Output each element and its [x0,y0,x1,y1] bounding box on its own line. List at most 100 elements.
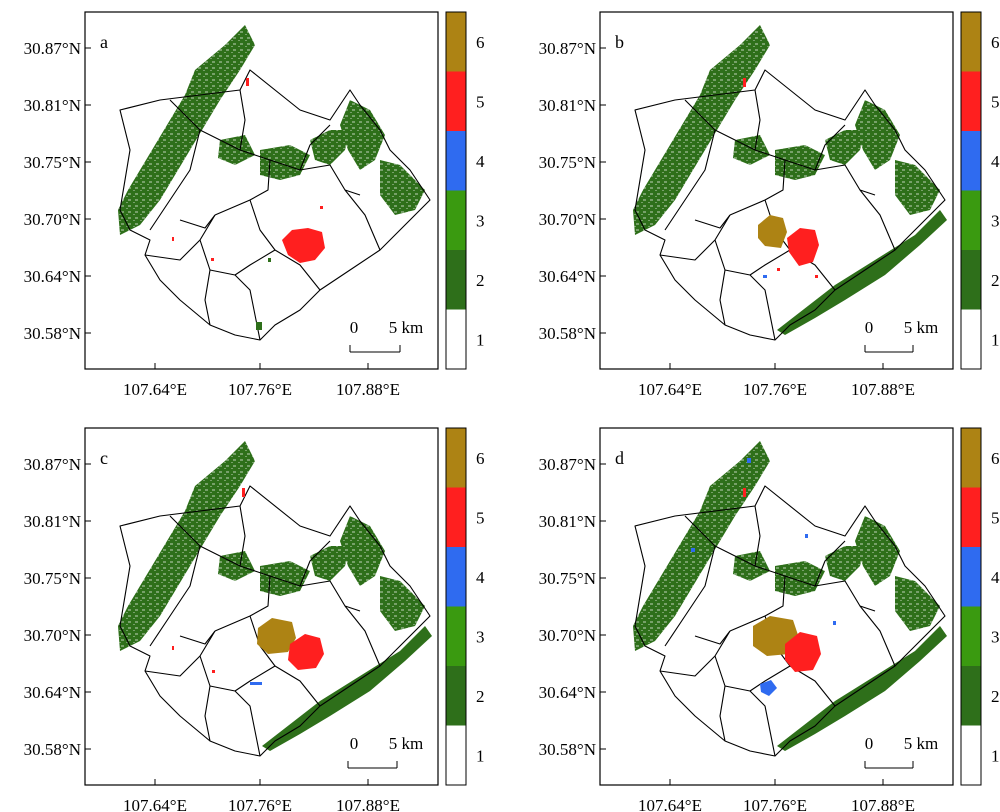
legend-swatch [446,547,466,607]
panel-label: d [615,448,624,468]
lat-tick-label: 30.70°N [539,210,596,229]
scalebar-zero: 0 [865,318,874,337]
lon-tick-label: 107.88°E [851,380,915,399]
legend-label: 2 [476,687,485,706]
legend-swatch [446,487,466,547]
panel-label: a [100,32,108,52]
legend-frame [960,11,982,370]
legend-swatch [961,428,981,488]
lat-tick-label: 30.64°N [24,267,81,286]
lon-tick-label: 107.64°E [638,796,702,812]
lat-tick-label: 30.75°N [24,569,81,588]
scalebar-c [347,761,398,769]
legend-label: 2 [991,687,1000,706]
legend-label: 1 [476,330,485,349]
legend-swatch [961,547,981,607]
legend-swatch [446,606,466,666]
legend-label: 5 [991,92,1000,111]
lat-tick-label: 30.75°N [539,153,596,172]
legend-label: 5 [991,508,1000,527]
lat-tick-label: 30.75°N [24,153,81,172]
lon-tick-label: 107.76°E [743,380,807,399]
lat-tick-label: 30.70°N [539,626,596,645]
scalebar-label: 5 km [904,734,938,753]
legend-label: 4 [991,568,1000,587]
legend-swatch [961,71,981,131]
legend-swatch [446,428,466,488]
legend-swatch [446,666,466,726]
lat-tick-label: 30.64°N [539,683,596,702]
scalebar-label: 5 km [389,734,423,753]
lon-tick-label: 107.76°E [228,380,292,399]
legend-swatch [446,309,466,369]
scalebar-a [349,345,401,353]
legend-label: 4 [476,568,485,587]
lat-tick-label: 30.87°N [539,39,596,58]
scalebar-label: 5 km [389,318,423,337]
legend-swatch [446,71,466,131]
lat-tick-label: 30.70°N [24,210,81,229]
scalebar-d [864,761,914,769]
panel-d [599,427,954,786]
scalebar-label: 5 km [904,318,938,337]
legend-swatch [446,250,466,310]
lon-tick-label: 107.64°E [638,380,702,399]
lat-tick-label: 30.81°N [539,512,596,531]
legend-swatch [961,309,981,369]
legend-label: 5 [476,508,485,527]
legend-swatch [961,606,981,666]
legend-label: 5 [476,92,485,111]
panel-a [84,11,439,370]
legend-swatch [446,190,466,250]
legend-label: 1 [991,746,1000,765]
lat-tick-label: 30.81°N [24,512,81,531]
lon-tick-label: 107.88°E [336,380,400,399]
panel-label: b [615,32,624,52]
legend-label: 2 [991,271,1000,290]
legend-label: 1 [991,330,1000,349]
legend-label: 4 [991,152,1000,171]
lat-tick-label: 30.64°N [539,267,596,286]
lon-tick-label: 107.64°E [123,796,187,812]
legend-label: 1 [476,746,485,765]
panel-c [84,427,439,786]
scalebar-zero: 0 [865,734,874,753]
legend-swatch [961,250,981,310]
lat-tick-label: 30.64°N [24,683,81,702]
legend-label: 6 [991,449,1000,468]
lat-tick-label: 30.87°N [24,39,81,58]
legend-swatch [446,725,466,785]
scalebar-zero: 0 [350,734,359,753]
legend-label: 6 [476,33,485,52]
legend-label: 3 [991,211,1000,230]
legend-swatch [446,12,466,72]
legend-frame [445,427,467,786]
lon-tick-label: 107.76°E [228,796,292,812]
legend-label: 4 [476,152,485,171]
lon-tick-label: 107.64°E [123,380,187,399]
lat-tick-label: 30.58°N [539,324,596,343]
lat-tick-label: 30.58°N [24,740,81,759]
lat-tick-label: 30.81°N [24,96,81,115]
legend-label: 2 [476,271,485,290]
legend-swatch [961,190,981,250]
lat-tick-label: 30.87°N [24,455,81,474]
lat-tick-label: 30.58°N [539,740,596,759]
legend-label: 6 [991,33,1000,52]
lat-tick-label: 30.75°N [539,569,596,588]
lon-tick-label: 107.88°E [336,796,400,812]
legend-frame [445,11,467,370]
legend-swatch [961,487,981,547]
lat-tick-label: 30.58°N [24,324,81,343]
legend-swatch [961,666,981,726]
legend-swatch [961,725,981,785]
panel-b [599,11,954,370]
panel-label: c [100,448,108,468]
legend-swatch [446,131,466,191]
legend-label: 3 [476,211,485,230]
legend-label: 3 [991,627,1000,646]
lat-tick-label: 30.81°N [539,96,596,115]
lon-tick-label: 107.76°E [743,796,807,812]
scalebar-b [864,345,914,353]
